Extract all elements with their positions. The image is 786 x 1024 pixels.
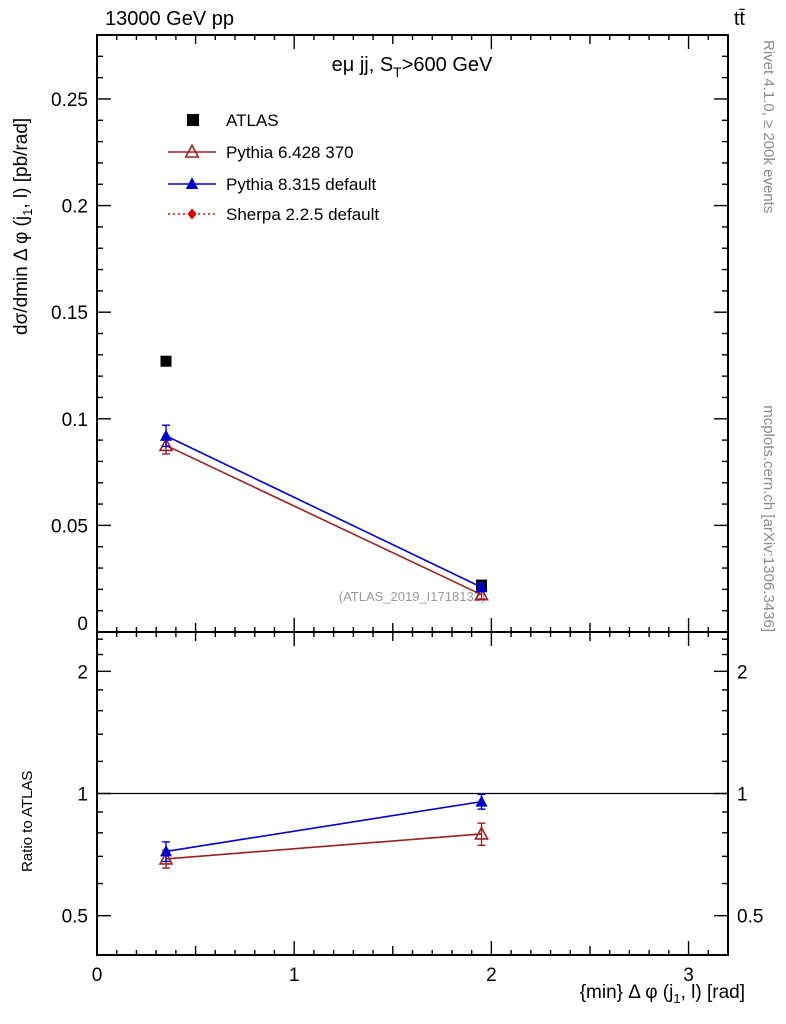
legend-label-atlas: ATLAS: [226, 111, 279, 130]
legend-label-sherpa: Sherpa 2.2.5 default: [226, 205, 379, 224]
process-label: tt̄: [734, 8, 746, 30]
tick-marks: [96, 35, 729, 955]
marker-triangle: [475, 580, 488, 593]
tick-label: 2: [737, 662, 748, 683]
series-line: [165, 444, 482, 596]
tick-labels: 0 1 2 3 0 0.05 0.1 0.15 0.2 0.25 0.5 0.5 1 1 2 2: [51, 90, 763, 986]
y-axis-title: dσ/dmin Δ φ (j1, l) [pb/rad]: [11, 118, 35, 335]
tick-label: 0.25: [51, 90, 88, 111]
ratio-y-axis-title: Ratio to ATLAS: [19, 771, 36, 872]
rivet-version-label: Rivet 4.1.0, ≥ 200k events: [760, 40, 777, 213]
legend-marker-pythia8-triangle-icon: [185, 177, 199, 189]
beam-energy-label: 13000 GeV pp: [105, 8, 234, 30]
tick-label: 1: [77, 785, 88, 806]
marker-triangle-open: [474, 825, 489, 840]
tick-label: 0.5: [737, 907, 763, 928]
series-line: [165, 833, 482, 860]
tick-label: 2: [77, 662, 88, 683]
marker-triangle: [160, 429, 173, 441]
series-line: [165, 800, 482, 853]
main-panel-series: [158, 355, 489, 601]
tick-label: 0.15: [51, 303, 88, 324]
tick-label: 2: [486, 965, 497, 986]
legend-label-pythia8: Pythia 8.315 default: [226, 175, 377, 194]
tick-label: 0: [92, 965, 103, 986]
series-line: [165, 435, 482, 588]
legend: ATLAS Pythia 6.428 370 Pythia 8.315 defa…: [168, 111, 379, 224]
marker-triangle-open: [158, 850, 174, 865]
legend-marker-atlas: [187, 114, 199, 126]
tick-label: 1: [289, 965, 300, 986]
marker-triangle-open: [474, 586, 489, 601]
plot-title: eμ jj, ST>600 GeV: [332, 54, 493, 80]
legend-marker-pythia6-open-triangle-icon: [184, 143, 200, 158]
tick-label: 0: [77, 614, 88, 635]
marker-square: [160, 355, 172, 367]
tick-label: 0.05: [51, 516, 88, 537]
marker-triangle: [160, 844, 173, 857]
tick-label: 0.2: [62, 197, 88, 218]
ratio-panel-series: [97, 792, 728, 869]
tick-label: 3: [683, 965, 694, 986]
mcplots-credit-label: mcplots.cern.ch [arXiv:1306.3436]: [760, 405, 777, 632]
tick-label: 0.5: [62, 907, 88, 928]
marker-triangle-open: [158, 437, 174, 452]
analysis-id-watermark: (ATLAS_2019_I1718132): [339, 589, 485, 604]
tick-label: 0.1: [62, 410, 88, 431]
x-axis-title: {min} Δ φ (j1, l) [rad]: [580, 982, 745, 1006]
legend-label-pythia6: Pythia 6.428 370: [226, 143, 354, 162]
tick-label: 1: [737, 785, 748, 806]
marker-triangle: [475, 795, 488, 807]
legend-marker-sherpa-diamond-icon: [187, 208, 197, 220]
